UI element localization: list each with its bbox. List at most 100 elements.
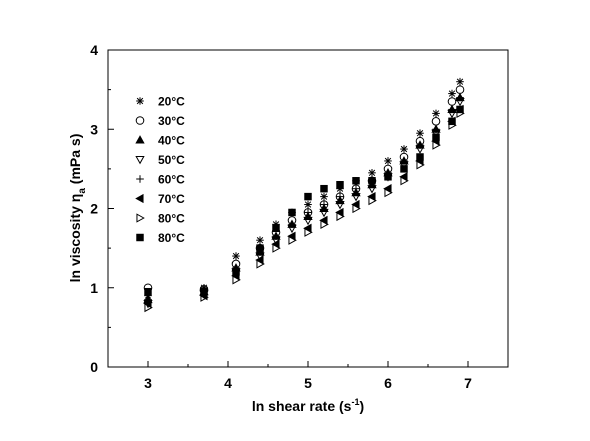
data-point: [352, 177, 360, 185]
data-point: [368, 195, 377, 206]
legend-marker: [136, 97, 144, 105]
data-point: [432, 133, 440, 141]
legend-label: 30°C: [158, 114, 185, 128]
data-point: [384, 173, 392, 181]
data-point: [456, 105, 464, 114]
legend-item: 20°C: [136, 95, 185, 109]
y-tick-label: 0: [90, 359, 98, 375]
legend: 20°C 30°C 40°C 50°C 60°C 70°C 80°C 80°C: [135, 95, 185, 245]
legend-marker: [135, 116, 145, 125]
data-point: [256, 259, 265, 269]
legend-marker: [135, 135, 145, 144]
legend-item: 80°C: [136, 212, 185, 226]
series-4: [143, 97, 465, 309]
data-point: [144, 287, 152, 296]
data-point: [351, 193, 361, 202]
y-tick-label: 2: [90, 201, 98, 217]
x-tick-label: 5: [304, 375, 312, 391]
data-point: [455, 85, 465, 94]
data-point: [288, 208, 296, 217]
legend-item: 60°C: [136, 173, 185, 187]
data-point: [400, 157, 408, 165]
legend-item: 30°C: [135, 114, 185, 128]
data-point: [320, 200, 328, 209]
data-point: [304, 227, 313, 237]
series-3: [143, 92, 465, 304]
data-point: [400, 145, 408, 153]
data-point: [367, 185, 377, 194]
legend-item: 70°C: [135, 192, 185, 206]
data-point: [288, 235, 297, 245]
data-point: [448, 105, 456, 114]
data-point: [432, 109, 440, 118]
data-point: [416, 129, 424, 138]
data-point: [320, 184, 328, 193]
legend-marker: [136, 175, 144, 183]
data-point: [456, 77, 464, 86]
data-point: [352, 184, 360, 193]
series-1: [144, 77, 464, 300]
data-point: [232, 275, 241, 285]
x-axis-title: ln shear rate (s-1): [252, 397, 364, 414]
data-points: [143, 77, 465, 313]
legend-item: 40°C: [135, 134, 185, 148]
data-point: [448, 89, 456, 98]
data-point: [288, 220, 296, 229]
data-point: [304, 200, 312, 209]
legend-label: 50°C: [158, 153, 185, 167]
y-tick-label: 4: [90, 42, 98, 58]
data-point: [272, 224, 280, 233]
legend-label: 40°C: [158, 134, 185, 148]
series-5: [144, 93, 464, 304]
legend-label: 80°C: [158, 212, 185, 226]
data-point: [416, 160, 425, 170]
x-tick-label: 7: [464, 375, 472, 391]
x-tick-label: 3: [144, 375, 152, 391]
data-point: [256, 244, 264, 252]
data-point: [431, 117, 441, 126]
data-point: [335, 200, 345, 210]
x-tick-label: 6: [384, 375, 392, 391]
data-point: [336, 192, 344, 201]
legend-item: 80°C: [136, 231, 185, 245]
data-point: [303, 216, 313, 226]
data-point: [232, 252, 240, 260]
data-point: [336, 211, 345, 222]
data-point: [400, 176, 409, 186]
data-point: [336, 180, 344, 189]
data-point: [352, 203, 361, 214]
data-point: [368, 169, 376, 177]
y-tick-label: 1: [90, 280, 98, 296]
data-point: [304, 192, 312, 201]
data-point: [304, 208, 312, 217]
data-point: [416, 141, 424, 149]
data-point: [256, 236, 264, 244]
legend-marker: [135, 155, 145, 165]
data-point: [272, 232, 280, 241]
series-6: [143, 104, 464, 309]
data-point: [448, 117, 456, 126]
data-point: [384, 157, 392, 165]
series-2: [143, 85, 465, 294]
data-point: [319, 208, 329, 218]
legend-label: 70°C: [158, 192, 185, 206]
data-point: [320, 192, 328, 201]
series-8: [144, 105, 464, 296]
legend-marker: [136, 233, 144, 242]
y-tick-label: 3: [90, 121, 98, 137]
legend-marker: [135, 193, 144, 204]
data-point: [456, 93, 464, 102]
data-point: [416, 153, 424, 161]
data-point: [432, 140, 441, 150]
data-point: [368, 177, 376, 185]
data-point: [200, 287, 208, 296]
data-point: [384, 188, 393, 198]
x-tick-label: 4: [224, 375, 232, 391]
y-axis-title: ln viscosity ηa (mPa s): [67, 134, 88, 283]
legend-item: 50°C: [135, 153, 185, 167]
axis-ticks: 3 4 5 6 7 0 1 2 3 4: [90, 42, 509, 391]
legend-label: 60°C: [158, 173, 185, 187]
data-point: [232, 268, 240, 276]
data-point: [432, 125, 440, 134]
